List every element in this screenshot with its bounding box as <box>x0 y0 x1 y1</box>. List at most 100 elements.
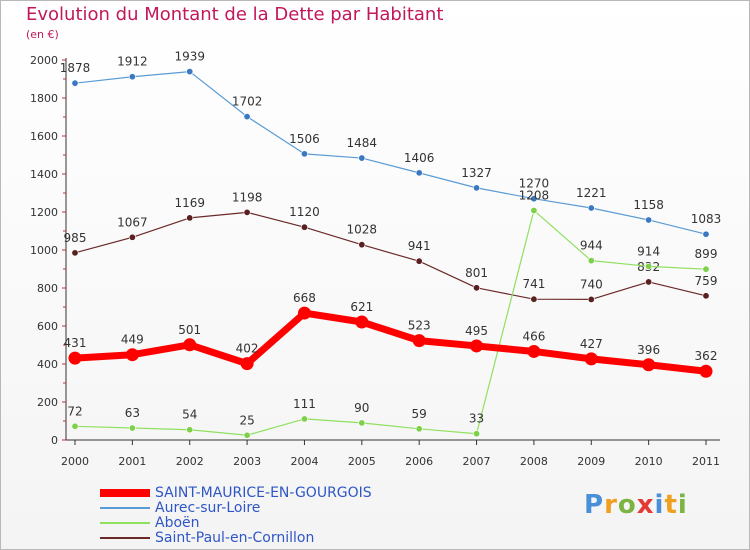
data-point <box>358 241 366 249</box>
data-label: 59 <box>412 407 427 421</box>
data-label: 1939 <box>174 50 205 64</box>
data-point <box>587 295 595 303</box>
x-tick-label: 2000 <box>61 455 89 468</box>
series-1: 1878 1912 1939 1702 1506 1484 1406 1327 1270 1221… <box>60 50 722 238</box>
series-line <box>74 209 707 436</box>
data-point <box>702 292 710 300</box>
data-point <box>186 214 194 222</box>
x-tick-label: 2010 <box>635 455 663 468</box>
data-label: 501 <box>178 323 201 337</box>
data-point <box>128 73 136 81</box>
legend-label: Aurec-sur-Loire <box>155 500 261 516</box>
data-label: 111 <box>293 397 316 411</box>
data-point <box>415 425 423 433</box>
data-label: 914 <box>637 244 660 258</box>
legend-swatch <box>100 507 150 509</box>
data-point <box>243 208 251 216</box>
data-point <box>584 352 598 366</box>
data-label: 1506 <box>289 132 320 146</box>
data-label: 1484 <box>347 136 378 150</box>
data-label: 1878 <box>60 61 91 75</box>
data-label: 941 <box>408 239 431 253</box>
legend-label: Aboën <box>155 515 200 531</box>
data-label: 899 <box>695 247 718 261</box>
legend-swatch <box>100 489 150 497</box>
data-label: 63 <box>125 406 140 420</box>
y-tick-label: 1200 <box>30 206 58 219</box>
data-point <box>645 278 653 286</box>
data-label: 741 <box>522 277 545 291</box>
y-tick-label: 2000 <box>30 54 58 67</box>
data-label: 523 <box>408 319 431 333</box>
data-point <box>128 233 136 241</box>
data-point <box>412 334 426 348</box>
y-tick-label: 600 <box>37 320 58 333</box>
data-point <box>297 306 311 320</box>
data-label: 944 <box>580 239 603 253</box>
legend-label: SAINT-MAURICE-EN-GOURGOIS <box>155 485 372 501</box>
data-point <box>300 223 308 231</box>
data-label: 362 <box>695 349 718 363</box>
data-point <box>243 431 251 439</box>
y-tick-label: 400 <box>37 358 58 371</box>
logo-letter: x <box>636 490 655 520</box>
data-label: 402 <box>236 342 259 356</box>
data-point <box>71 79 79 87</box>
data-label: 801 <box>465 266 488 280</box>
data-label: 33 <box>469 412 484 426</box>
legend-swatch <box>100 537 150 539</box>
data-point <box>702 230 710 238</box>
x-tick-label: 2006 <box>405 455 433 468</box>
data-point <box>358 419 366 427</box>
data-label: 90 <box>354 401 369 415</box>
data-point <box>642 358 656 372</box>
data-point <box>186 68 194 76</box>
data-point <box>68 351 82 365</box>
series-line <box>74 211 707 300</box>
logo-letter: i <box>677 490 688 520</box>
data-point <box>645 216 653 224</box>
data-label: 1208 <box>519 188 550 202</box>
data-point <box>527 344 541 358</box>
data-point <box>530 206 538 214</box>
x-tick-label: 2011 <box>692 455 720 468</box>
data-point <box>702 265 710 273</box>
data-point <box>473 284 481 292</box>
data-label: 54 <box>182 408 197 422</box>
data-label: 495 <box>465 324 488 338</box>
data-label: 740 <box>580 277 603 291</box>
data-point <box>473 430 481 438</box>
data-label: 466 <box>522 329 545 343</box>
data-label: 396 <box>637 343 660 357</box>
logo-letter: o <box>617 490 637 520</box>
series-3: 9851067116911981120102894180174174083275… <box>64 190 717 303</box>
y-tick-label: 1000 <box>30 244 58 257</box>
y-tick-label: 0 <box>51 434 58 447</box>
chart-subtitle: (en €) <box>26 28 59 41</box>
data-label: 449 <box>121 333 144 347</box>
data-point <box>530 195 538 203</box>
data-point <box>587 204 595 212</box>
data-label: 1406 <box>404 151 435 165</box>
x-tick-label: 2004 <box>290 455 318 468</box>
data-label: 1158 <box>633 198 664 212</box>
logo-letter: t <box>664 490 678 520</box>
legend-swatch <box>100 522 150 524</box>
data-label: 1912 <box>117 55 148 69</box>
y-tick-label: 1800 <box>30 92 58 105</box>
y-tick-label: 1600 <box>30 130 58 143</box>
data-label: 1067 <box>117 215 148 229</box>
proxiti-logo: Proxiti <box>584 490 688 520</box>
chart-title: Evolution du Montant de la Dette par Hab… <box>26 4 444 25</box>
data-label: 431 <box>64 336 87 350</box>
x-tick-label: 2001 <box>118 455 146 468</box>
x-tick-label: 2002 <box>176 455 204 468</box>
data-label: 1083 <box>691 212 722 226</box>
data-point <box>71 249 79 257</box>
data-point <box>473 184 481 192</box>
data-point <box>300 415 308 423</box>
logo-letter: r <box>604 490 618 520</box>
data-label: 985 <box>64 231 87 245</box>
data-point <box>186 426 194 434</box>
